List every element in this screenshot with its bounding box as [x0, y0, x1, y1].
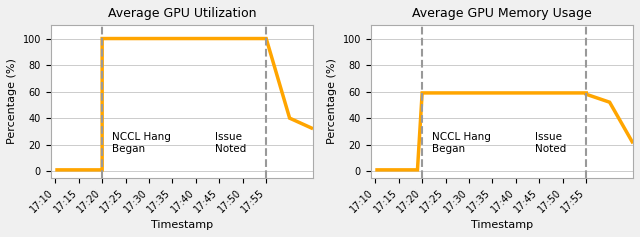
- X-axis label: Timestamp: Timestamp: [471, 220, 533, 230]
- Title: Average GPU Utilization: Average GPU Utilization: [108, 7, 256, 20]
- Title: Average GPU Memory Usage: Average GPU Memory Usage: [412, 7, 592, 20]
- Y-axis label: Percentage (%): Percentage (%): [327, 59, 337, 145]
- Text: NCCL Hang
Began: NCCL Hang Began: [111, 132, 170, 154]
- X-axis label: Timestamp: Timestamp: [151, 220, 213, 230]
- Text: NCCL Hang
Began: NCCL Hang Began: [431, 132, 490, 154]
- Text: Issue
Noted: Issue Noted: [534, 132, 566, 154]
- Y-axis label: Percentage (%): Percentage (%): [7, 59, 17, 145]
- Text: Issue
Noted: Issue Noted: [214, 132, 246, 154]
